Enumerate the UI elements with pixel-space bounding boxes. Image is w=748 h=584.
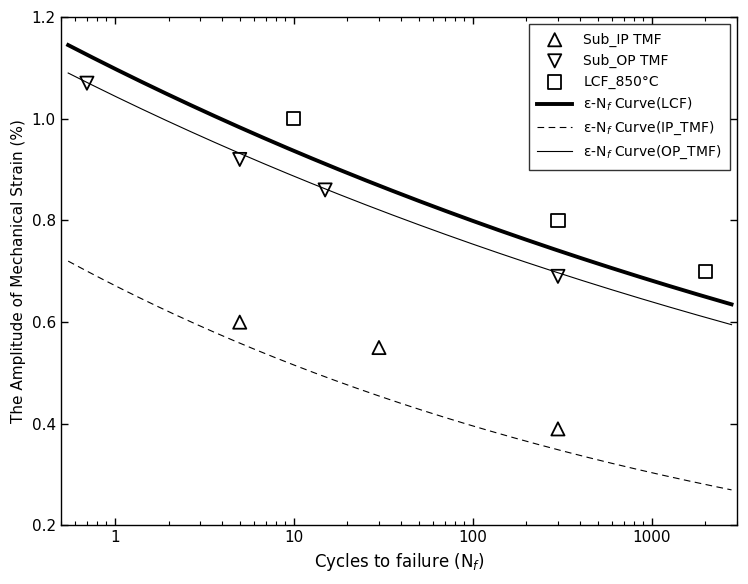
ε-N$_f$ Curve(IP_TMF) xyxy=(66,259,75,266)
Line: ε-N$_f$ Curve(IP_TMF): ε-N$_f$ Curve(IP_TMF) xyxy=(68,261,732,490)
ε-N$_f$ Curve(OP_TMF) xyxy=(456,237,465,244)
Y-axis label: The Amplitude of Mechanical Strain (%): The Amplitude of Mechanical Strain (%) xyxy=(11,119,26,423)
ε-N$_f$ Curve(OP_TMF) xyxy=(623,291,632,298)
ε-N$_f$ Curve(LCF) xyxy=(64,41,73,48)
Sub_OP TMF xyxy=(319,185,331,194)
ε-N$_f$ Curve(LCF) xyxy=(665,283,674,290)
X-axis label: Cycles to failure (N$_f$): Cycles to failure (N$_f$) xyxy=(313,551,484,573)
ε-N$_f$ Curve(IP_TMF) xyxy=(64,258,73,265)
ε-N$_f$ Curve(IP_TMF) xyxy=(456,419,465,426)
ε-N$_f$ Curve(IP_TMF) xyxy=(459,419,468,426)
Sub_OP TMF xyxy=(552,272,564,281)
Sub_IP TMF xyxy=(233,318,245,327)
ε-N$_f$ Curve(LCF) xyxy=(623,269,632,276)
LCF_850°C xyxy=(288,114,300,123)
Line: ε-N$_f$ Curve(LCF): ε-N$_f$ Curve(LCF) xyxy=(68,45,732,304)
ε-N$_f$ Curve(IP_TMF) xyxy=(623,464,632,471)
ε-N$_f$ Curve(OP_TMF) xyxy=(470,241,479,248)
ε-N$_f$ Curve(OP_TMF) xyxy=(665,304,674,311)
ε-N$_f$ Curve(LCF) xyxy=(456,213,465,220)
Line: ε-N$_f$ Curve(OP_TMF): ε-N$_f$ Curve(OP_TMF) xyxy=(68,73,732,325)
ε-N$_f$ Curve(LCF) xyxy=(727,301,736,308)
ε-N$_f$ Curve(OP_TMF) xyxy=(459,237,468,244)
Sub_IP TMF xyxy=(373,343,385,352)
Legend: Sub_IP TMF, Sub_OP TMF, LCF_850°C, ε-N$_f$ Curve(LCF), ε-N$_f$ Curve(IP_TMF), ε-: Sub_IP TMF, Sub_OP TMF, LCF_850°C, ε-N$_… xyxy=(529,24,730,170)
Sub_OP TMF xyxy=(233,155,245,164)
ε-N$_f$ Curve(OP_TMF) xyxy=(66,71,75,78)
Sub_OP TMF xyxy=(81,78,93,88)
ε-N$_f$ Curve(OP_TMF) xyxy=(64,69,73,77)
ε-N$_f$ Curve(LCF) xyxy=(459,214,468,221)
LCF_850°C xyxy=(699,267,711,276)
Sub_IP TMF xyxy=(552,424,564,433)
ε-N$_f$ Curve(IP_TMF) xyxy=(727,486,736,493)
LCF_850°C xyxy=(552,215,564,225)
ε-N$_f$ Curve(LCF) xyxy=(66,43,75,50)
ε-N$_f$ Curve(LCF) xyxy=(470,218,479,225)
ε-N$_f$ Curve(IP_TMF) xyxy=(665,473,674,480)
ε-N$_f$ Curve(OP_TMF) xyxy=(727,321,736,328)
ε-N$_f$ Curve(IP_TMF) xyxy=(470,423,479,430)
